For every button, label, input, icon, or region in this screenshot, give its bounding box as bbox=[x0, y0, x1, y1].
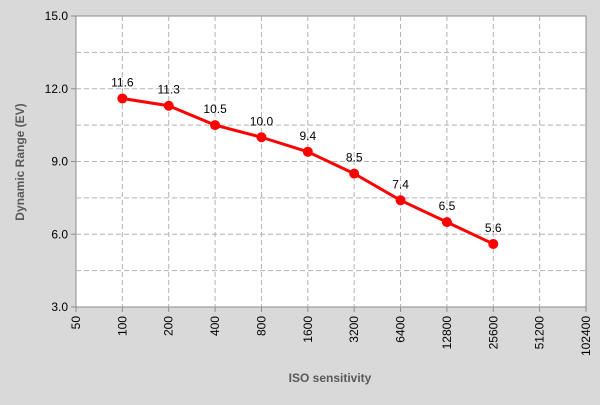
data-label: 8.5 bbox=[346, 151, 363, 165]
x-tick-label: 1600 bbox=[301, 316, 315, 343]
data-point bbox=[441, 217, 452, 228]
data-label: 11.6 bbox=[111, 75, 134, 89]
data-point bbox=[210, 120, 221, 131]
x-tick-label: 51200 bbox=[533, 316, 547, 350]
series-layer: 11.6 11.3 10.5 10.0 9.4 8.5 7.4 6.5 5.6 bbox=[111, 75, 502, 249]
data-point bbox=[395, 195, 406, 206]
data-label: 7.4 bbox=[392, 177, 409, 191]
data-label: 10.0 bbox=[250, 114, 274, 128]
y-tick-label: 12.0 bbox=[45, 82, 69, 96]
x-tick-label: 50 bbox=[69, 316, 83, 330]
y-axis-title: Dynamic Range (EV) bbox=[13, 103, 27, 220]
y-tick-label: 15.0 bbox=[45, 9, 69, 23]
x-tick-label: 6400 bbox=[394, 316, 408, 343]
x-tick-label: 12800 bbox=[440, 316, 454, 350]
x-axis-title: ISO sensitivity bbox=[289, 371, 372, 385]
x-tick-label: 100 bbox=[115, 316, 129, 336]
y-tick-label: 9.0 bbox=[51, 155, 68, 169]
data-point bbox=[488, 238, 499, 249]
data-point bbox=[349, 168, 360, 179]
x-tick-label: 200 bbox=[162, 316, 176, 336]
x-tick-label: 3200 bbox=[347, 316, 361, 343]
data-label: 9.4 bbox=[299, 129, 316, 143]
data-label: 10.5 bbox=[203, 102, 227, 116]
y-tick-label: 6.0 bbox=[51, 227, 68, 241]
data-point bbox=[163, 100, 174, 111]
axis-layer: 3.0 6.0 9.0 12.0 15.0 50 100 200 400 800 1600 3200 6… bbox=[45, 9, 593, 356]
x-tick-label: 102400 bbox=[579, 316, 593, 356]
x-tick-label: 800 bbox=[254, 316, 268, 336]
data-point bbox=[302, 146, 313, 157]
x-tick-label: 400 bbox=[208, 316, 222, 336]
data-label: 5.6 bbox=[485, 221, 502, 235]
data-label: 6.5 bbox=[439, 199, 456, 213]
y-tick-label: 3.0 bbox=[51, 300, 68, 314]
data-point bbox=[256, 132, 267, 143]
data-label: 11.3 bbox=[157, 83, 180, 97]
grid-layer bbox=[76, 16, 586, 307]
data-point bbox=[117, 93, 128, 104]
x-tick-label: 25600 bbox=[486, 316, 500, 350]
